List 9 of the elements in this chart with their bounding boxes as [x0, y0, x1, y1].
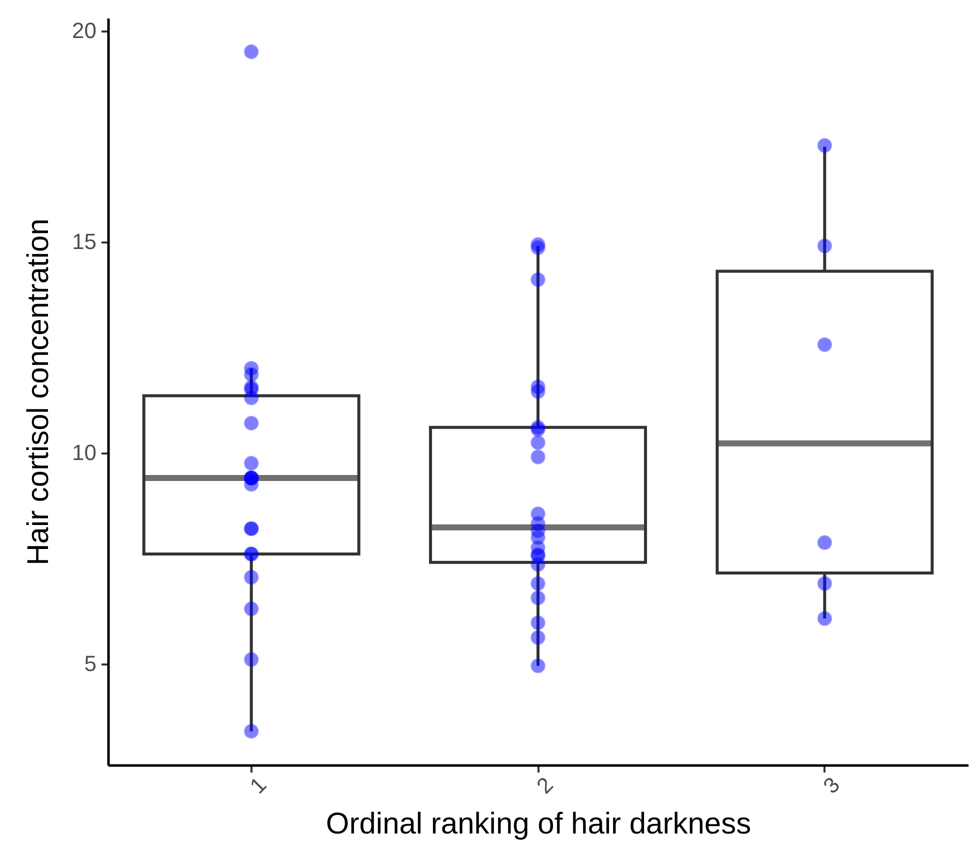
y-tick-label: 20	[72, 18, 96, 44]
x-tick-label: 2	[532, 772, 558, 798]
y-tick-label: 5	[84, 651, 96, 676]
x-tick-label: 1	[244, 772, 272, 798]
y-axis-title: Hair cortisol concentration	[22, 218, 56, 566]
x-axis-title: Ordinal ranking of hair darkness	[326, 808, 752, 841]
y-tick-label: 10	[72, 440, 96, 466]
y-tick-label: 15	[72, 229, 96, 254]
x-tick-label: 3	[818, 772, 845, 798]
